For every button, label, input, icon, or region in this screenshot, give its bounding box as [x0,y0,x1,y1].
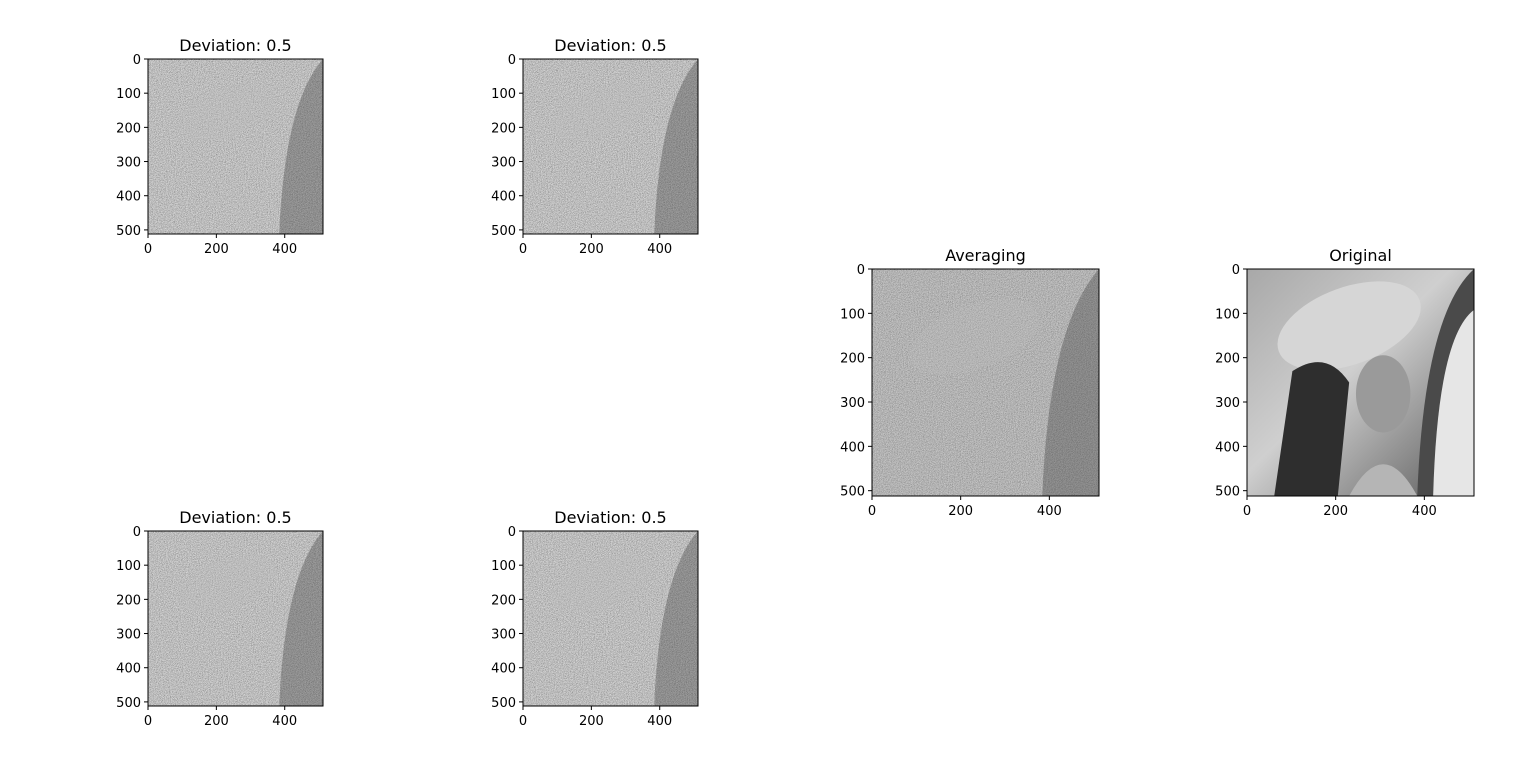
y-tick-label: 100 [491,87,516,102]
axes-frame [871,268,1100,497]
subplot-title: Original [1329,246,1392,265]
subplot-3: Averaging 0 200 400 0 100 200 300 400 500 [840,246,1100,519]
y-tick-label: 100 [491,559,516,574]
subplot-title: Deviation: 0.5 [179,508,291,527]
x-tick-label: 0 [144,242,152,257]
y-tick-label: 100 [840,307,865,322]
x-tick-label: 200 [204,242,229,257]
y-tick-label: 300 [840,396,865,411]
y-tick-label: 500 [116,696,141,711]
x-tick-label: 400 [272,714,297,729]
subplot-title: Deviation: 0.5 [554,36,666,55]
y-tick-label: 300 [1215,396,1240,411]
x-tick-label: 400 [272,242,297,257]
y-tick-label: 400 [840,440,865,455]
y-tick-label: 400 [1215,440,1240,455]
subplot-image [148,531,323,706]
subplot-image [872,269,1099,496]
axes-frame [522,58,699,235]
x-tick-label: 400 [1412,504,1437,519]
y-tick-label: 500 [840,485,865,500]
y-tick-label: 500 [116,224,141,239]
y-tick-label: 200 [491,121,516,136]
subplot-1: Deviation: 0.5 0 200 400 0 100 200 300 400 500 [116,36,324,257]
y-tick-label: 300 [491,628,516,643]
x-tick-label: 400 [1037,504,1062,519]
x-tick-label: 200 [1323,504,1348,519]
x-tick-label: 200 [579,242,604,257]
y-tick-label: 100 [1215,307,1240,322]
y-tick-label: 0 [508,525,516,540]
y-tick-label: 100 [116,559,141,574]
subplot-title: Averaging [945,246,1026,265]
x-tick-label: 0 [868,504,876,519]
subplot-5: Deviation: 0.5 0 200 400 0 100 200 300 400 500 [116,508,324,729]
y-tick-label: 0 [1232,263,1240,278]
y-tick-label: 200 [116,593,141,608]
x-tick-label: 0 [519,714,527,729]
y-tick-label: 400 [491,190,516,205]
y-tick-label: 200 [116,121,141,136]
y-tick-label: 400 [491,662,516,677]
y-tick-label: 0 [508,53,516,68]
y-tick-label: 400 [116,662,141,677]
axes-frame [147,58,324,235]
y-tick-label: 200 [1215,352,1240,367]
subplot-image [1247,269,1474,496]
subplot-title: Deviation: 0.5 [179,36,291,55]
y-tick-label: 300 [491,156,516,171]
subplot-2: Deviation: 0.5 0 200 400 0 100 200 300 400 500 [491,36,699,257]
x-tick-label: 200 [948,504,973,519]
axes-frame [147,530,324,707]
y-tick-label: 200 [491,593,516,608]
axes-frame [1246,268,1475,497]
y-tick-label: 0 [133,525,141,540]
x-tick-label: 0 [1243,504,1251,519]
subplot-image [523,59,698,234]
x-tick-label: 200 [204,714,229,729]
y-tick-label: 100 [116,87,141,102]
subplot-image [523,531,698,706]
y-tick-label: 300 [116,628,141,643]
x-tick-label: 400 [647,242,672,257]
subplot-4: Original 0 200 400 0 100 200 300 400 500 [1215,246,1475,519]
subplot-6: Deviation: 0.5 0 200 400 0 100 200 300 400 500 [491,508,699,729]
y-tick-label: 400 [116,190,141,205]
x-tick-label: 200 [579,714,604,729]
y-tick-label: 500 [1215,485,1240,500]
x-tick-label: 400 [647,714,672,729]
x-tick-label: 0 [144,714,152,729]
axes-frame [522,530,699,707]
subplot-title: Deviation: 0.5 [554,508,666,527]
x-tick-label: 0 [519,242,527,257]
y-tick-label: 200 [840,352,865,367]
y-tick-label: 0 [857,263,865,278]
y-tick-label: 0 [133,53,141,68]
subplot-image [148,59,323,234]
y-tick-label: 500 [491,224,516,239]
y-tick-label: 500 [491,696,516,711]
y-tick-label: 300 [116,156,141,171]
